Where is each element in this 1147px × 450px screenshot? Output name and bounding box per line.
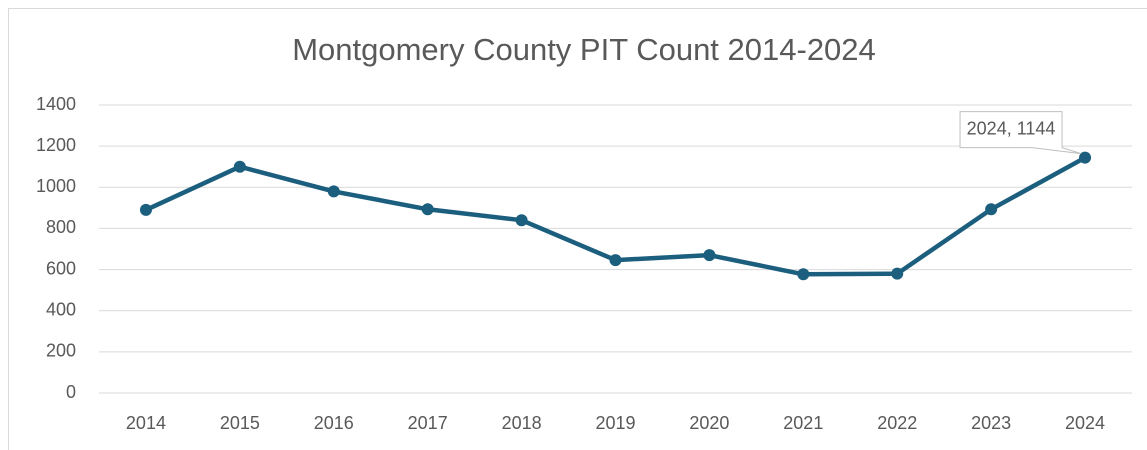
point [421, 203, 434, 216]
x-tick-label: 2016 [314, 413, 354, 433]
x-tick-label: 2024 [1065, 413, 1105, 433]
y-tick-label: 1200 [36, 135, 76, 155]
point [703, 249, 716, 262]
point [891, 267, 904, 280]
y-tick-label: 200 [46, 341, 76, 361]
data-label: 2024, 1144 [967, 118, 1056, 138]
point [139, 203, 152, 216]
point [233, 160, 246, 173]
y-tick-label: 1000 [36, 176, 76, 196]
x-tick-label: 2017 [408, 413, 448, 433]
point [515, 214, 528, 227]
point [797, 268, 810, 281]
x-tick-label: 2020 [689, 413, 729, 433]
x-tick-label: 2019 [595, 413, 635, 433]
y-tick-label: 400 [46, 299, 76, 319]
x-tick-label: 2014 [126, 413, 166, 433]
y-tick-label: 0 [66, 382, 76, 402]
point [327, 185, 340, 198]
chart-title: Montgomery County PIT Count 2014-2024 [292, 32, 876, 67]
x-tick-label: 2022 [877, 413, 917, 433]
y-tick-label: 1400 [36, 94, 76, 114]
y-tick-label: 800 [46, 217, 76, 237]
point [1079, 151, 1092, 164]
point [985, 203, 998, 216]
callout-box [959, 111, 1082, 155]
x-tick-label: 2021 [783, 413, 823, 433]
x-tick-label: 2023 [971, 413, 1011, 433]
x-tick-label: 2015 [220, 413, 260, 433]
y-tick-label: 600 [46, 258, 76, 278]
x-tick-label: 2018 [502, 413, 542, 433]
point [609, 254, 622, 267]
